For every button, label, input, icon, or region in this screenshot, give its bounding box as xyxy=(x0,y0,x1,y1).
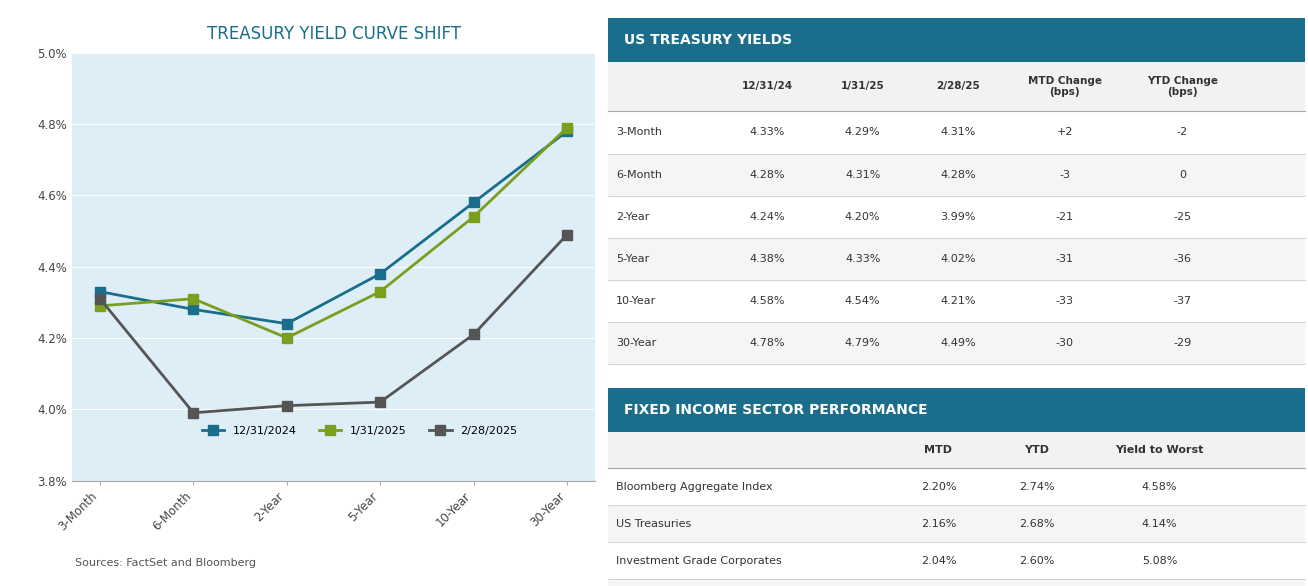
Text: -3: -3 xyxy=(1059,169,1070,180)
Text: -36: -36 xyxy=(1173,254,1192,264)
Text: 2.60%: 2.60% xyxy=(1019,556,1054,565)
Text: YTD: YTD xyxy=(1024,445,1049,455)
Text: 10-Year: 10-Year xyxy=(616,296,657,306)
Text: 2.68%: 2.68% xyxy=(1019,519,1054,529)
Text: 4.28%: 4.28% xyxy=(940,169,976,180)
Text: 2.20%: 2.20% xyxy=(921,482,956,492)
Text: 30-Year: 30-Year xyxy=(616,338,657,349)
Text: Yield to Worst: Yield to Worst xyxy=(1116,445,1203,455)
Text: 4.14%: 4.14% xyxy=(1142,519,1177,529)
Text: -2: -2 xyxy=(1177,127,1188,138)
Legend: 12/31/2024, 1/31/2025, 2/28/2025: 12/31/2024, 1/31/2025, 2/28/2025 xyxy=(198,422,522,441)
Text: 2/28/25: 2/28/25 xyxy=(937,81,980,91)
Text: 2.16%: 2.16% xyxy=(921,519,956,529)
Text: -37: -37 xyxy=(1173,296,1192,306)
Text: -30: -30 xyxy=(1056,338,1074,349)
Text: -25: -25 xyxy=(1173,212,1192,222)
Text: 4.49%: 4.49% xyxy=(940,338,976,349)
Text: 0: 0 xyxy=(1179,169,1186,180)
Text: +2: +2 xyxy=(1057,127,1073,138)
Text: 12/31/24: 12/31/24 xyxy=(742,81,793,91)
Text: -29: -29 xyxy=(1173,338,1192,349)
Text: 2-Year: 2-Year xyxy=(616,212,650,222)
Text: Investment Grade Corporates: Investment Grade Corporates xyxy=(616,556,782,565)
Text: 4.38%: 4.38% xyxy=(749,254,785,264)
Text: 3-Month: 3-Month xyxy=(616,127,662,138)
Text: 4.33%: 4.33% xyxy=(845,254,880,264)
Text: 5.08%: 5.08% xyxy=(1142,556,1177,565)
Text: 1/31/25: 1/31/25 xyxy=(841,81,884,91)
Text: 4.33%: 4.33% xyxy=(749,127,785,138)
Text: 4.78%: 4.78% xyxy=(749,338,785,349)
Text: 6-Month: 6-Month xyxy=(616,169,662,180)
Text: 4.58%: 4.58% xyxy=(1142,482,1177,492)
Text: 2.74%: 2.74% xyxy=(1019,482,1054,492)
Text: 5-Year: 5-Year xyxy=(616,254,649,264)
Text: 4.21%: 4.21% xyxy=(940,296,976,306)
Text: 4.29%: 4.29% xyxy=(845,127,880,138)
Text: -21: -21 xyxy=(1056,212,1074,222)
Text: MTD Change
(bps): MTD Change (bps) xyxy=(1028,76,1101,97)
Text: Sources: FactSet and Bloomberg: Sources: FactSet and Bloomberg xyxy=(75,558,255,568)
Text: -33: -33 xyxy=(1056,296,1074,306)
Text: -31: -31 xyxy=(1056,254,1074,264)
Text: 4.28%: 4.28% xyxy=(749,169,785,180)
Text: 2.04%: 2.04% xyxy=(921,556,956,565)
Text: 3.99%: 3.99% xyxy=(940,212,976,222)
Title: TREASURY YIELD CURVE SHIFT: TREASURY YIELD CURVE SHIFT xyxy=(207,25,460,43)
Text: US Treasuries: US Treasuries xyxy=(616,519,692,529)
Text: 4.02%: 4.02% xyxy=(940,254,976,264)
Text: 4.20%: 4.20% xyxy=(845,212,880,222)
Text: 4.79%: 4.79% xyxy=(845,338,880,349)
Text: YTD Change
(bps): YTD Change (bps) xyxy=(1147,76,1218,97)
Text: 4.24%: 4.24% xyxy=(749,212,785,222)
Text: Bloomberg Aggregate Index: Bloomberg Aggregate Index xyxy=(616,482,773,492)
Text: 4.31%: 4.31% xyxy=(940,127,976,138)
Text: 4.54%: 4.54% xyxy=(845,296,880,306)
Text: US TREASURY YIELDS: US TREASURY YIELDS xyxy=(624,33,793,46)
Text: MTD: MTD xyxy=(925,445,952,455)
Text: 4.58%: 4.58% xyxy=(749,296,785,306)
Text: 4.31%: 4.31% xyxy=(845,169,880,180)
Text: FIXED INCOME SECTOR PERFORMANCE: FIXED INCOME SECTOR PERFORMANCE xyxy=(624,403,927,417)
